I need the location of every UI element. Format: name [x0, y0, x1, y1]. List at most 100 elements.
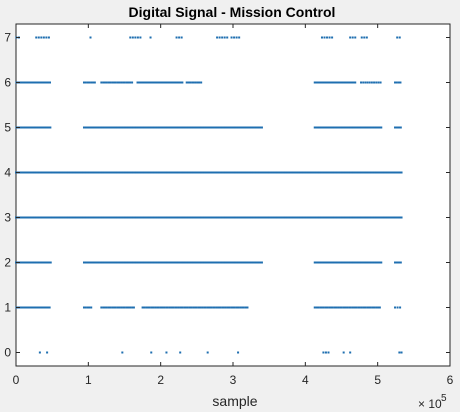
data-point: [377, 81, 380, 84]
data-point: [342, 351, 345, 354]
data-point: [183, 306, 186, 309]
axes: 0 1 2 3 4 5 6 0 1 2 3 4 5 6 7: [4, 24, 454, 387]
data-point: [221, 36, 224, 39]
data-point: [363, 36, 366, 39]
data-point: [316, 81, 319, 84]
data-point: [140, 81, 143, 84]
data-point: [217, 306, 220, 309]
data-point: [148, 81, 151, 84]
x-tick-label: 3: [230, 373, 237, 387]
data-point: [332, 81, 335, 84]
data-point: [45, 306, 48, 309]
data-point: [317, 306, 320, 309]
data-point: [399, 261, 402, 264]
data-point: [29, 306, 32, 309]
data-point: [162, 81, 165, 84]
data-point: [107, 306, 110, 309]
data-point: [172, 81, 175, 84]
data-point: [331, 81, 334, 84]
data-point: [212, 306, 215, 309]
data-point: [179, 81, 182, 84]
data-point: [331, 36, 334, 39]
data-point: [149, 81, 152, 84]
data-point: [111, 306, 114, 309]
data-point: [228, 306, 231, 309]
data-point: [84, 81, 87, 84]
data-point: [400, 216, 403, 219]
data-point: [320, 306, 323, 309]
data-point: [148, 306, 151, 309]
data-point: [22, 306, 25, 309]
data-point: [178, 36, 181, 39]
data-point: [351, 81, 354, 84]
data-point: [360, 81, 363, 84]
data-point: [190, 306, 193, 309]
data-point: [188, 306, 191, 309]
data-point: [163, 306, 166, 309]
data-point: [86, 81, 89, 84]
data-point: [230, 306, 233, 309]
data-point: [102, 81, 105, 84]
data-point: [348, 81, 351, 84]
data-point: [161, 81, 164, 84]
data-point: [398, 36, 401, 39]
data-point: [394, 126, 397, 129]
data-point: [103, 81, 106, 84]
data-point: [340, 306, 343, 309]
data-point: [399, 306, 402, 309]
y-tick-label: 2: [4, 256, 11, 270]
data-point: [181, 81, 184, 84]
data-point: [394, 261, 397, 264]
x-tick-label: 2: [157, 373, 164, 387]
data-point: [165, 351, 168, 354]
data-point: [349, 81, 352, 84]
data-point: [145, 81, 148, 84]
data-point: [86, 306, 89, 309]
data-point: [132, 306, 135, 309]
data-point: [92, 81, 95, 84]
data-point: [339, 306, 342, 309]
data-point: [197, 306, 200, 309]
data-point: [222, 306, 225, 309]
data-point: [322, 81, 325, 84]
data-point: [328, 36, 331, 39]
data-point: [175, 36, 178, 39]
data-point: [127, 306, 130, 309]
data-point: [203, 306, 206, 309]
data-point: [378, 306, 381, 309]
data-point: [366, 306, 369, 309]
data-point: [113, 306, 116, 309]
data-point: [150, 306, 153, 309]
data-point: [395, 261, 398, 264]
data-point: [122, 81, 125, 84]
data-point: [223, 36, 226, 39]
data-point: [237, 351, 240, 354]
data-point: [155, 81, 158, 84]
data-point: [146, 81, 149, 84]
data-point: [31, 306, 34, 309]
data-point: [125, 81, 128, 84]
data-point: [235, 36, 238, 39]
data-point: [365, 36, 368, 39]
data-point: [105, 81, 108, 84]
data-point: [156, 306, 159, 309]
data-point: [239, 306, 242, 309]
data-point: [313, 306, 316, 309]
data-point: [143, 81, 146, 84]
data-point: [362, 81, 365, 84]
data-point: [29, 81, 32, 84]
data-point: [121, 351, 124, 354]
data-point: [136, 36, 139, 39]
data-point: [156, 81, 159, 84]
data-point: [347, 81, 350, 84]
data-point: [21, 306, 24, 309]
data-point: [181, 306, 184, 309]
data-point: [219, 306, 222, 309]
data-point: [102, 306, 105, 309]
y-tick-label: 7: [4, 31, 11, 45]
data-point: [360, 36, 363, 39]
data-point: [179, 306, 182, 309]
data-point: [336, 81, 339, 84]
data-point: [100, 81, 103, 84]
data-point: [37, 81, 40, 84]
